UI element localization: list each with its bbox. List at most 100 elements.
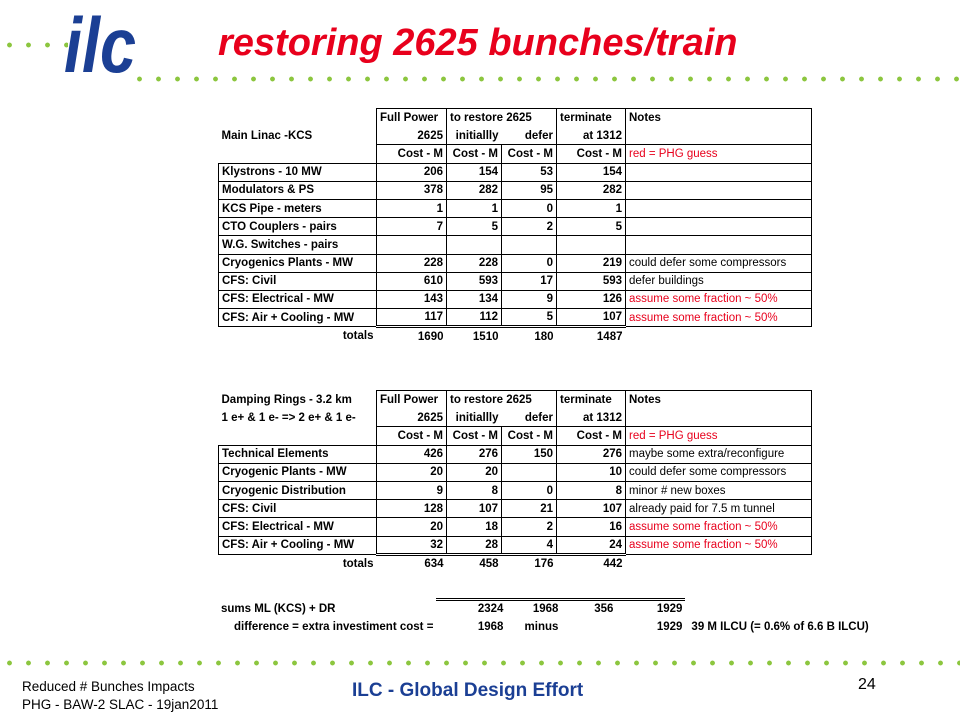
header-cell: at 1312 [556,126,626,145]
totals-label: totals [342,557,374,570]
cell-full-power: 20 [376,517,447,537]
cell-terminate: 593 [556,271,626,291]
row-label: CFS: Air + Cooling - MW [218,535,377,555]
summary-initially: 1968 [506,597,562,618]
cell-defer [501,235,557,255]
row-label: Cryogenic Distribution [218,480,377,501]
summary-sums-row: sums ML (KCS) + DR 2324 1968 356 1929 [218,597,872,618]
header-cell: Cost - M [446,426,502,446]
header-cell [218,426,377,446]
header-cell: Cost - M [501,426,557,446]
header-cell: at 1312 [556,408,626,427]
header-note: red = PHG guess [625,426,812,446]
cell-note [625,217,812,237]
cell-terminate [556,235,626,255]
cell-terminate: 10 [556,462,626,482]
header-cell [625,408,812,427]
dot-line-top [130,76,960,82]
header-cell: Cost - M [556,426,626,446]
table-row: CFS: Air + Cooling - MW 32 28 4 24 assum… [218,535,812,555]
total-note [626,554,812,572]
cell-terminate: 8 [556,480,626,501]
summary-table: sums ML (KCS) + DR 2324 1968 356 1929 di… [218,597,872,636]
table-row: CFS: Electrical - MW 143 134 9 126 assum… [218,289,812,310]
summary-difference-note: 39 M ILCU (= 0.6% of 6.6 B ILCU) [691,620,869,633]
cell-full-power: 128 [376,499,447,519]
cell-terminate: 154 [556,162,626,182]
cell-full-power: 426 [376,444,447,464]
main-linac-header-row-2: Main Linac -KCS 2625 initiallly defer at… [219,126,812,145]
cell-terminate: 16 [556,517,626,537]
main-linac-header-row-1: Full Power to restore 2625 terminate Not… [219,107,812,127]
total-initially: 458 [446,552,502,573]
cell-full-power: 206 [376,162,447,182]
table-row: Cryogenic Plants - MW 20 20 10 could def… [218,462,812,482]
cell-terminate: 5 [556,217,626,237]
cell-initially: 282 [446,180,502,200]
footer-line-1: Reduced # Bunches Impacts [22,679,195,694]
cell-defer: 5 [501,308,557,328]
summary-minus: minus [524,620,559,633]
cell-initially: 154 [446,162,502,182]
cell-terminate: 219 [556,253,626,273]
header-cell: Cost - M [556,144,626,164]
total-defer: 176 [501,552,557,573]
total-full-power: 1690 [376,325,447,345]
cell-note [625,162,812,182]
header-cell: Cost - M [501,144,557,164]
summary-label: difference = extra investiment cost = [234,620,434,633]
cell-note: assume some fraction ~ 50% [625,535,812,555]
summary-terminate: 1929 [616,597,686,618]
row-label: Cryogenics Plants - MW [218,253,377,273]
table-row: CFS: Air + Cooling - MW 117 112 5 107 as… [218,308,812,328]
header-cell: Cost - M [376,144,447,164]
cell-note [625,235,812,255]
cell-full-power: 228 [376,253,447,273]
cell-defer: 2 [501,217,557,237]
header-note: red = PHG guess [625,144,812,164]
cell-full-power: 610 [376,271,447,291]
table-row: Technical Elements 426 276 150 276 maybe… [218,444,812,464]
section-title: Main Linac -KCS [221,129,313,142]
section-title: Damping Rings - 3.2 km [221,393,352,406]
table-row: KCS Pipe - meters 1 1 0 1 [218,198,812,219]
cell-full-power: 20 [376,462,447,482]
svg-text:ilc: ilc [64,2,136,82]
cell-note [625,198,812,219]
header-cell: Cost - M [376,426,447,446]
row-label: CFS: Electrical - MW [218,517,377,537]
summary-difference-value: 1968 [477,620,504,633]
cell-note: assume some fraction ~ 50% [625,308,812,328]
header-cell: Notes [625,107,812,127]
total-terminate: 1487 [556,325,626,345]
header-cell: initiallly [446,126,502,145]
cell-defer: 17 [501,271,557,291]
table-row: CFS: Civil 610 593 17 593 defer building… [218,271,812,291]
totals-label: totals [342,330,374,343]
header-cell: terminate [556,107,626,127]
cell-note: assume some fraction ~ 50% [625,289,812,310]
footer-line-2: PHG - BAW-2 SLAC - 19jan2011 [22,697,219,712]
cell-initially: 228 [446,253,502,273]
summary-full-power: 2324 [436,597,507,618]
summary-label: sums ML (KCS) + DR [221,602,336,615]
cell-initially: 5 [446,217,502,237]
cell-defer: 0 [501,480,557,501]
cell-initially: 134 [446,289,502,310]
total-initially: 1510 [446,325,502,345]
header-cell: Full Power [376,389,447,409]
total-full-power: 634 [376,552,447,573]
table-row: Cryogenic Distribution 9 8 0 8 minor # n… [218,480,812,501]
damping-rings-table: Damping Rings - 3.2 km Full Power to res… [218,389,812,573]
cell-terminate: 107 [556,499,626,519]
cell-initially: 107 [446,499,502,519]
cell-note [625,180,812,200]
main-linac-header-row-3: Cost - M Cost - M Cost - M Cost - M red … [218,144,812,164]
header-cell: Cost - M [446,144,502,164]
main-linac-table: Full Power to restore 2625 terminate Not… [218,107,812,345]
cell-initially: 593 [446,271,502,291]
cell-note: defer buildings [625,271,812,291]
ilc-logo: ilc [64,2,136,82]
cell-initially: 20 [446,462,502,482]
footer-center: ILC - Global Design Effort [352,680,584,701]
